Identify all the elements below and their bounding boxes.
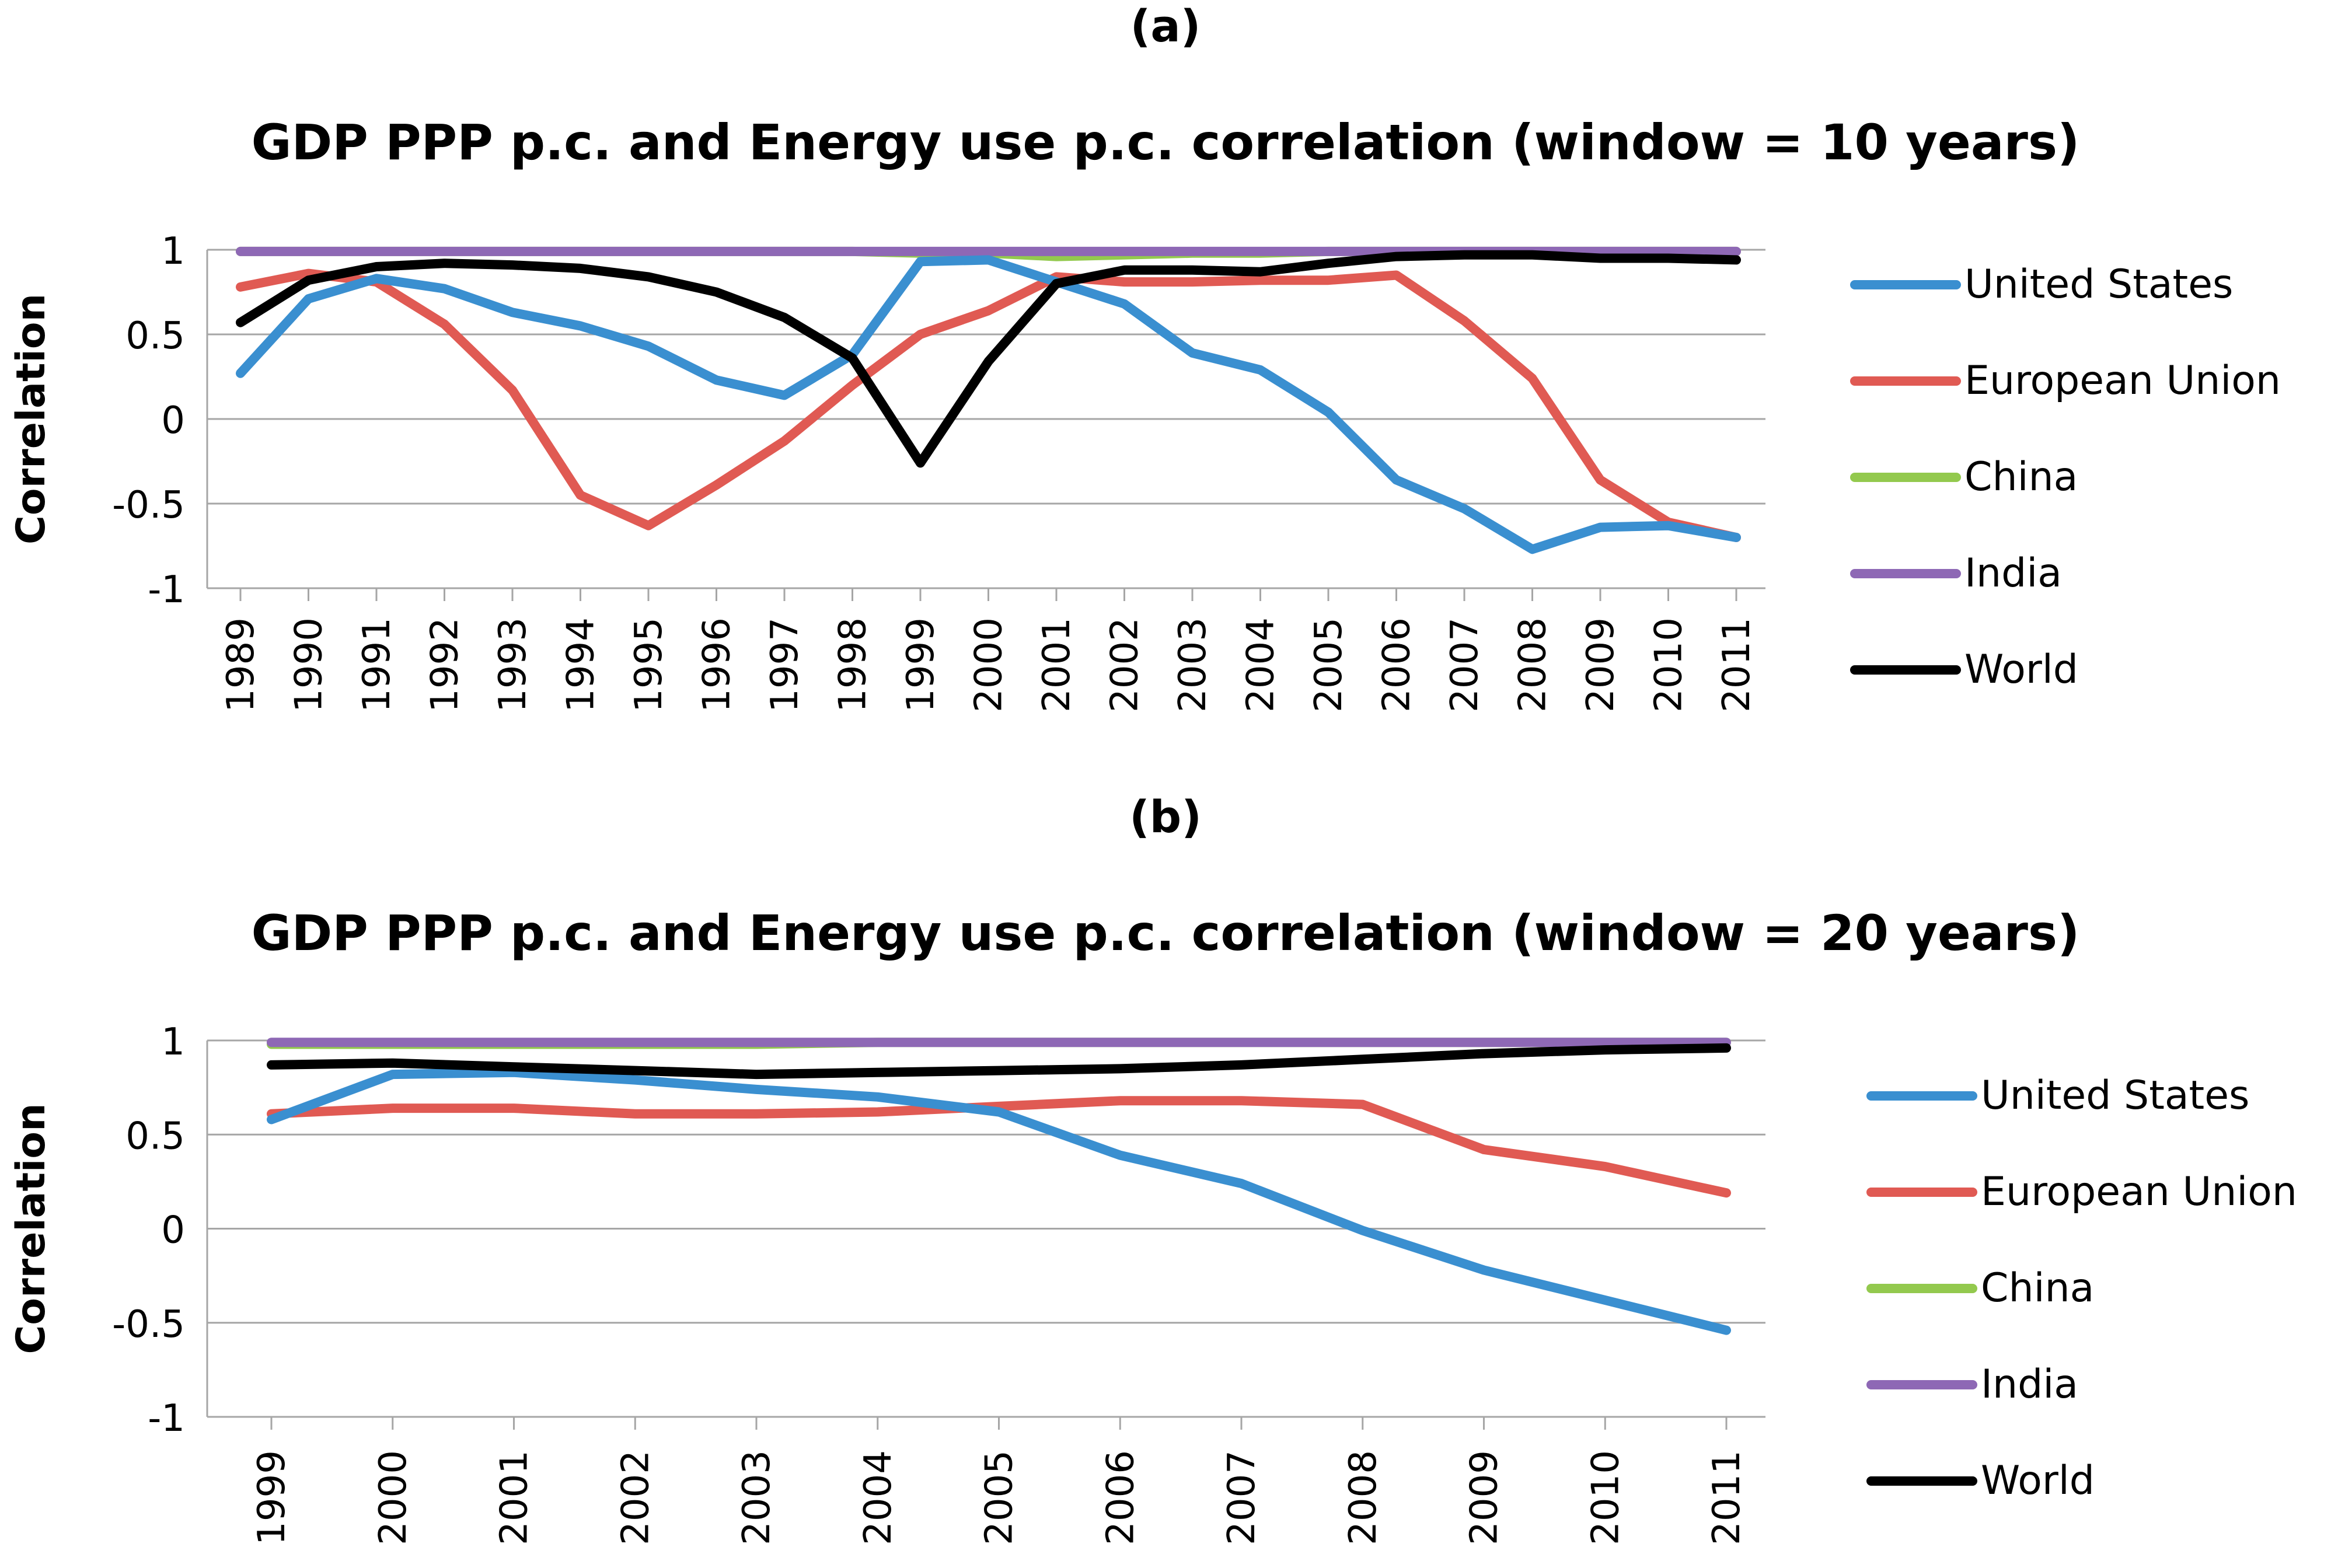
- legend-label: China: [1964, 454, 2078, 500]
- y-tick-label: 0.5: [125, 1115, 185, 1158]
- y-tick-label: -0.5: [112, 484, 185, 527]
- x-tick-label: 2003: [735, 1450, 779, 1545]
- panel-a-letter: (a): [1130, 0, 1201, 52]
- x-tick-label: 2007: [1220, 1450, 1264, 1545]
- x-tick-label: 2006: [1376, 617, 1419, 713]
- x-tick-label: 1993: [491, 617, 535, 713]
- legend-label: United States: [1981, 1073, 2250, 1119]
- y-tick-label: -1: [148, 568, 185, 612]
- legend-swatch: [1866, 1284, 1977, 1293]
- x-tick-label: 1992: [424, 617, 467, 713]
- panel-b-letter: (b): [1129, 791, 1202, 843]
- x-tick-label: 2002: [1104, 617, 1147, 713]
- x-tick-label: 2006: [1099, 1450, 1142, 1545]
- y-axis-label: Correlation: [8, 1103, 54, 1354]
- x-tick-label: 1994: [560, 617, 603, 713]
- y-tick-label: 1: [161, 230, 185, 273]
- chart-b-title: GDP PPP p.c. and Energy use p.c. correla…: [251, 905, 2080, 962]
- legend-label: World: [1981, 1458, 2095, 1504]
- x-tick-label: 2011: [1715, 617, 1758, 713]
- legend-swatch: [1850, 473, 1961, 482]
- y-tick-label: 0: [161, 1209, 185, 1252]
- x-tick-label: 2009: [1463, 1450, 1506, 1545]
- x-tick-label: 2002: [614, 1450, 657, 1545]
- x-tick-label: 2005: [1307, 617, 1351, 713]
- x-tick-label: 2008: [1512, 617, 1555, 713]
- series-line-european-union: [236, 268, 1741, 542]
- chart-a: 1 0.5 0 -0.5 -1 1989 1990 1991 1992 1993 1994 1995 1…: [8, 230, 1765, 713]
- chart-b: 1 0.5 0 -0.5 -1 1999 2000 2001 2002 2003 2004 2005 2…: [8, 1021, 1765, 1545]
- series-line-european-union: [267, 1096, 1731, 1198]
- x-tick-label: 2010: [1648, 617, 1691, 713]
- legend-label: India: [1964, 550, 2062, 596]
- x-tick-label: 2011: [1705, 1450, 1749, 1545]
- legend-label: China: [1981, 1265, 2095, 1311]
- legend-label: World: [1964, 647, 2078, 693]
- x-tick-label: 2010: [1584, 1450, 1627, 1545]
- x-tick-label: 2004: [1240, 617, 1283, 713]
- series-line-world: [236, 250, 1741, 468]
- y-axis-label: Correlation: [8, 294, 54, 544]
- legend-swatch: [1850, 376, 1961, 386]
- legend-swatch: [1866, 1091, 1977, 1101]
- x-tick-label: 2004: [857, 1450, 900, 1545]
- series-line-world: [267, 1043, 1731, 1080]
- legend-label: European Union: [1981, 1169, 2297, 1215]
- x-tick-label: 2000: [968, 617, 1011, 713]
- y-tick-label: -1: [148, 1397, 185, 1440]
- x-tick-label: 1999: [899, 617, 943, 713]
- x-tick-label: 2005: [978, 1450, 1021, 1545]
- legend-swatch: [1866, 1476, 1977, 1486]
- x-tick-label: 2009: [1579, 617, 1622, 713]
- x-tick-label: 2007: [1443, 617, 1486, 713]
- series-line-united-states: [236, 255, 1741, 554]
- x-tick-label: 1991: [355, 617, 399, 713]
- x-tick-label: 1998: [832, 617, 875, 713]
- x-tick-label: 2001: [1035, 617, 1079, 713]
- x-tick-label: 1995: [627, 617, 671, 713]
- legend-label: United States: [1964, 261, 2234, 308]
- y-tick-label: -0.5: [112, 1303, 185, 1346]
- y-tick-label: 1: [161, 1021, 185, 1064]
- legend-swatch: [1866, 1188, 1977, 1197]
- x-tick-label: 2000: [372, 1450, 415, 1545]
- legend-swatch: [1866, 1380, 1977, 1389]
- x-tick-label: 1996: [696, 617, 739, 713]
- x-tick-label: 1990: [288, 617, 331, 713]
- y-tick-label: 0.5: [125, 315, 185, 358]
- legend-swatch: [1850, 665, 1961, 675]
- x-tick-label: 1999: [250, 1450, 294, 1545]
- y-tick-label: 0: [161, 399, 185, 442]
- chart-a-title: GDP PPP p.c. and Energy use p.c. correla…: [251, 114, 2080, 171]
- x-tick-label: 2008: [1342, 1450, 1385, 1545]
- x-tick-label: 2001: [493, 1450, 536, 1545]
- x-tick-label: 2003: [1171, 617, 1215, 713]
- x-tick-label: 1997: [763, 617, 807, 713]
- legend-label: India: [1981, 1361, 2078, 1408]
- legend-swatch: [1850, 280, 1961, 289]
- x-tick-label: 1989: [219, 617, 263, 713]
- legend-swatch: [1850, 569, 1961, 578]
- series-line-united-states: [267, 1067, 1731, 1335]
- legend-label: European Union: [1964, 358, 2281, 404]
